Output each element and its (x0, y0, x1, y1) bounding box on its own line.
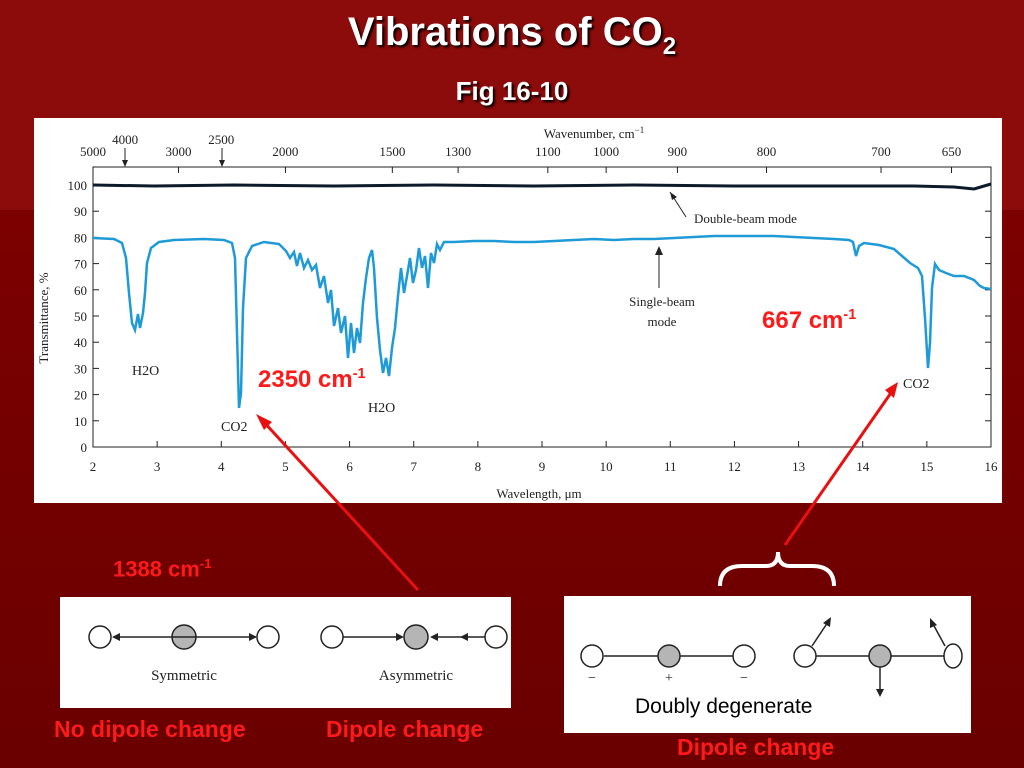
bend2-arrowhead-down (876, 689, 884, 697)
top-axis-label: Wavenumber, cm−1 (544, 125, 644, 141)
bottom-tick-label: 15 (920, 459, 933, 474)
top-tick-label: 1500 (379, 144, 405, 159)
asym-arrow-right-atom (460, 633, 468, 641)
single-beam-line (92, 234, 992, 409)
sym-arrow-right (249, 633, 257, 641)
carbon-atom-asym (403, 624, 429, 650)
top-tick-label: 700 (871, 144, 891, 159)
bending-modes-diagram: − + − (580, 617, 963, 697)
stretch-modes-panel: Symmetric Asymmetric (60, 597, 511, 708)
dipole-change-label-stretch: Dipole change (326, 716, 484, 742)
y-tick-label: 100 (68, 178, 88, 193)
plot-frame (92, 166, 992, 448)
single-beam-label-2: mode (648, 314, 677, 329)
bottom-tick-label: 10 (600, 459, 613, 474)
asym-arrow-to-carbon (396, 633, 404, 641)
y-tick-label: 30 (74, 361, 87, 376)
double-beam-line (92, 182, 992, 191)
top-tick-label: 1100 (535, 144, 561, 159)
y-tick-label: 80 (74, 230, 87, 245)
bend2-oxygen-left (793, 644, 817, 668)
top-tick-label: 800 (757, 144, 777, 159)
bottom-tick-label: 5 (282, 459, 289, 474)
co2-peak-label-2: CO2 (903, 377, 929, 392)
bottom-tick-label: 12 (728, 459, 741, 474)
spectrum-panel: 0 10 20 30 40 50 60 70 80 90 100 2 3 4 5 6 7 8 9 10 11 12 13 1… (34, 118, 1002, 503)
oxygen-atom-left-sym (88, 625, 112, 649)
top-tick-label: 3000 (166, 144, 192, 159)
bottom-tick-label: 16 (985, 459, 999, 474)
top-extra-tick-label: 4000 (112, 132, 138, 147)
single-beam-arrowhead (655, 246, 663, 255)
top-tick-label: 1300 (445, 144, 471, 159)
tick-arrowhead-2500 (219, 160, 225, 167)
h2o-peak-label-2: H2O (368, 401, 395, 416)
h2o-peak-label: H2O (132, 364, 159, 379)
bottom-tick-label: 7 (410, 459, 417, 474)
plus-sign: + (665, 671, 673, 686)
double-beam-arrowhead (670, 192, 677, 200)
y-tick-label: 0 (81, 440, 88, 455)
dipole-change-label-bend: Dipole change (677, 734, 835, 760)
bend2-arrowhead-right (930, 618, 937, 628)
slide-subtitle: Fig 16-10 (455, 76, 569, 106)
peak-1388-label: 1388 cm-1 (113, 556, 212, 582)
minus-sign-right: − (740, 671, 748, 686)
bottom-tick-label: 2 (90, 459, 97, 474)
top-axis-ticks: 5000 3000 2000 1500 1300 1100 1000 900 800 700 650… (80, 132, 961, 173)
bottom-tick-label: 9 (539, 459, 546, 474)
y-tick-label: 50 (74, 309, 87, 324)
peak-667-label: 667 cm-1 (762, 307, 857, 334)
doubly-degenerate-label: Doubly degenerate (633, 695, 815, 719)
bottom-tick-label: 14 (856, 459, 870, 474)
top-tick-label: 650 (942, 144, 962, 159)
bottom-tick-label: 3 (154, 459, 161, 474)
top-tick-label: 1000 (593, 144, 619, 159)
y-tick-label: 10 (74, 414, 87, 429)
top-extra-tick-label: 2500 (208, 132, 234, 147)
top-tick-label: 2000 (272, 144, 298, 159)
y-tick-label: 60 (74, 283, 87, 298)
top-tick-label: 900 (668, 144, 688, 159)
bend2-arrow-right-up (932, 623, 946, 647)
y-tick-label: 40 (74, 335, 87, 350)
y-axis-ticks: 0 10 20 30 40 50 60 70 80 90 100 (68, 178, 991, 455)
stretch-modes-diagram: Symmetric Asymmetric (88, 624, 508, 684)
asym-arrow-from-right (430, 633, 438, 641)
bend1-carbon (657, 644, 681, 668)
y-tick-label: 90 (74, 204, 87, 219)
oxygen-atom-left-asym (320, 625, 344, 649)
minus-sign-left: − (588, 671, 596, 686)
bend2-carbon (868, 644, 892, 668)
bottom-axis-label: Wavelength, μm (496, 486, 581, 501)
bend2-arrowhead-left (823, 617, 831, 627)
bottom-axis-ticks: 2 3 4 5 6 7 8 9 10 11 12 13 14 15 16 (90, 441, 998, 474)
bend1-oxygen-right (732, 644, 756, 668)
symmetric-label: Symmetric (151, 668, 217, 684)
tick-arrowhead-4000 (122, 160, 128, 167)
asymmetric-label: Asymmetric (379, 668, 453, 684)
peak-2350-label: 2350 cm-1 (258, 366, 366, 393)
single-beam-label-1: Single-beam (629, 294, 695, 309)
bend2-arrow-left-up (811, 621, 829, 647)
double-beam-label: Double-beam mode (694, 211, 797, 226)
slide-title: Vibrations of CO2 (347, 10, 677, 60)
bottom-tick-label: 8 (475, 459, 482, 474)
ir-spectrum-chart: 0 10 20 30 40 50 60 70 80 90 100 2 3 4 5 6 7 8 9 10 11 12 13 1… (36, 125, 998, 501)
bend2-oxygen-right (943, 643, 963, 669)
top-tick-label: 5000 (80, 144, 106, 159)
bottom-tick-label: 13 (792, 459, 805, 474)
y-tick-label: 20 (74, 388, 87, 403)
bottom-tick-label: 4 (218, 459, 225, 474)
bend1-oxygen-left (580, 644, 604, 668)
no-dipole-change-label: No dipole change (54, 716, 246, 742)
co2-peak-label: CO2 (221, 420, 247, 435)
oxygen-atom-right-asym (484, 625, 508, 649)
y-axis-label: Transmittance, % (36, 272, 51, 363)
bottom-tick-label: 6 (346, 459, 353, 474)
oxygen-atom-right-sym (256, 625, 280, 649)
y-tick-label: 70 (74, 257, 87, 272)
bottom-tick-label: 11 (664, 459, 677, 474)
sym-arrow-left (112, 633, 120, 641)
